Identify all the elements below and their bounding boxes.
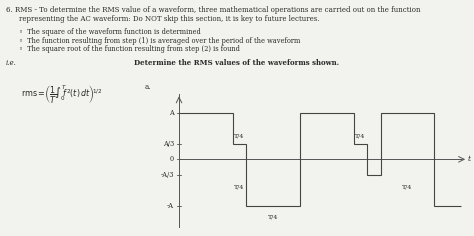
Text: A: A <box>169 109 174 117</box>
Text: 6. RMS - To determine the RMS value of a waveform, three mathematical operations: 6. RMS - To determine the RMS value of a… <box>6 6 420 14</box>
Text: T/4: T/4 <box>355 134 365 139</box>
Text: ◦  The square of the waveform function is determined: ◦ The square of the waveform function is… <box>19 28 201 36</box>
Text: ◦  The function resulting from step (1) is averaged over the period of the wavef: ◦ The function resulting from step (1) i… <box>19 37 301 45</box>
Text: i.e.: i.e. <box>6 59 17 67</box>
Text: T/4: T/4 <box>402 185 413 190</box>
Text: $\mathrm{rms} = \!\left(\dfrac{1}{T}\!\int_0^T\!\! f^2(t)\,dt\right)^{\!\!1/2}$: $\mathrm{rms} = \!\left(\dfrac{1}{T}\!\i… <box>21 83 102 105</box>
Text: ◦  The square root of the function resulting from step (2) is found: ◦ The square root of the function result… <box>19 45 240 53</box>
Text: T/4: T/4 <box>234 185 245 190</box>
Text: T/4: T/4 <box>234 134 245 139</box>
Text: -A/3: -A/3 <box>161 171 174 179</box>
Text: t: t <box>468 155 471 163</box>
Text: a.: a. <box>145 83 151 91</box>
Text: representing the AC waveform: Do NOT skip this section, it is key to future lect: representing the AC waveform: Do NOT ski… <box>10 15 320 23</box>
Text: A/3: A/3 <box>163 140 174 148</box>
Text: Determine the RMS values of the waveforms shown.: Determine the RMS values of the waveform… <box>135 59 339 67</box>
Text: -A: -A <box>167 202 174 210</box>
Text: 0: 0 <box>170 155 174 163</box>
Text: T/4: T/4 <box>268 215 278 220</box>
